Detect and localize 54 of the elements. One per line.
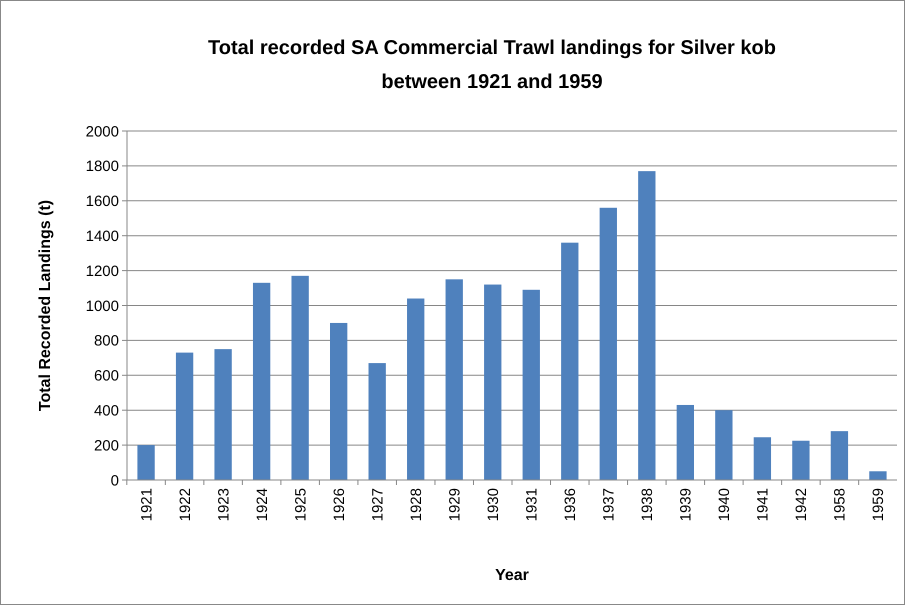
y-tick-label: 200 (94, 437, 119, 454)
bar (368, 363, 386, 480)
y-tick-label: 2000 (86, 123, 119, 140)
bar (830, 431, 848, 480)
x-tick-label: 1926 (330, 488, 348, 522)
bar (792, 440, 810, 480)
x-tick-label: 1928 (408, 488, 425, 522)
y-tick-label: 1200 (86, 262, 119, 280)
bar (484, 284, 502, 480)
x-tick-label: 1937 (600, 488, 618, 522)
bar (754, 437, 772, 480)
x-tick-label: 1941 (754, 488, 772, 522)
y-tick-label: 800 (94, 332, 119, 350)
x-tick-label: 1959 (870, 488, 888, 522)
bar (137, 445, 155, 480)
x-tick-label: 1939 (678, 488, 695, 522)
x-tick-label: 1930 (484, 488, 502, 522)
x-tick-label: 1921 (138, 488, 156, 522)
y-tick-label: 600 (94, 368, 119, 385)
bar (869, 471, 887, 480)
y-tick-label: 400 (94, 402, 119, 420)
chart-title: Total recorded SA Commercial Trawl landings for Silver kob between 1921 and 1959 (208, 37, 776, 93)
x-axis-title: Year (495, 567, 529, 584)
y-tick-label: 1000 (86, 298, 119, 315)
y-tick-label: 1600 (86, 193, 119, 210)
x-tick-label: 1923 (215, 488, 232, 522)
y-tick-label: 1400 (86, 228, 119, 245)
bar (330, 322, 348, 480)
bar (291, 276, 309, 480)
x-tick-label: 1942 (793, 488, 810, 522)
x-tick-label: 1938 (639, 488, 656, 522)
x-tick-label: 1929 (446, 488, 464, 522)
bar (176, 352, 194, 480)
x-tick-label: 1958 (832, 488, 849, 522)
bar (407, 298, 424, 480)
bar (252, 282, 270, 480)
bar (600, 208, 617, 480)
bar (561, 242, 578, 480)
x-tick-label: 1922 (176, 488, 194, 522)
x-tick-label: 1931 (524, 488, 541, 522)
bar (214, 349, 232, 480)
y-tick-label: 0 (110, 472, 119, 490)
bar (446, 279, 463, 480)
x-tick-label: 1927 (369, 488, 386, 522)
x-tick-label: 1924 (254, 488, 271, 522)
bar (522, 290, 540, 480)
bar (638, 171, 656, 480)
y-axis-title: Total Recorded Landings (t) (37, 200, 54, 412)
x-tick-label: 1925 (292, 488, 310, 522)
x-tick-label: 1936 (562, 488, 580, 522)
bar (676, 404, 694, 480)
x-tick-label: 1940 (716, 488, 734, 522)
bar (715, 410, 733, 480)
y-tick-label: 1800 (86, 158, 119, 176)
